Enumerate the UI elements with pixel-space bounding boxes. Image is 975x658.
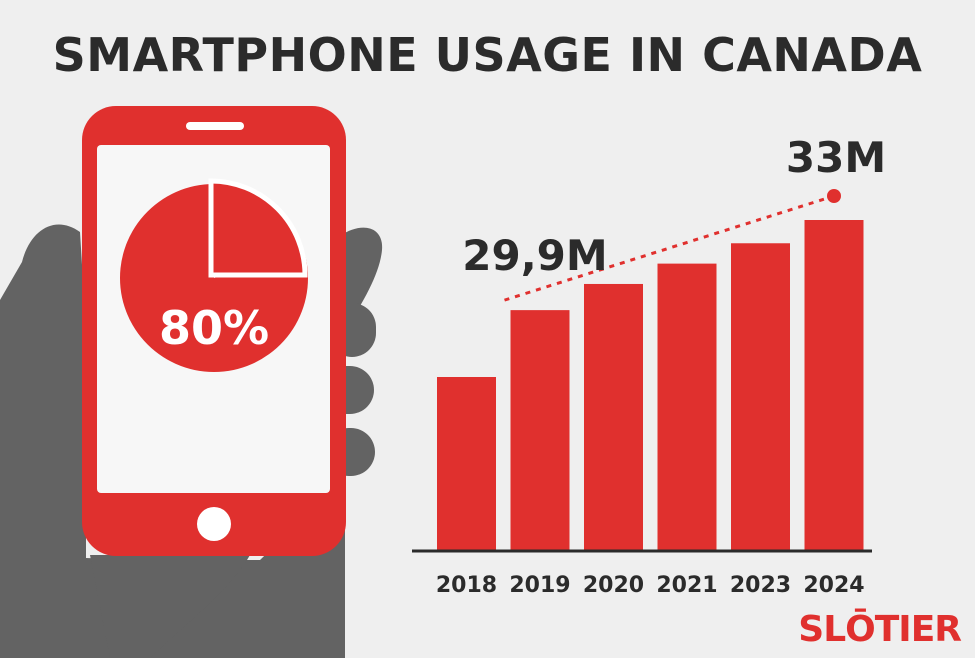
brand-logo: SLŌTIER bbox=[798, 609, 962, 650]
percent-pie bbox=[119, 178, 309, 372]
phone-speaker bbox=[186, 122, 244, 130]
phone-home-button bbox=[197, 507, 231, 541]
percent-label: 80% bbox=[159, 301, 269, 355]
bar-2019 bbox=[510, 310, 570, 550]
bar-2018 bbox=[437, 377, 496, 550]
bar-2021 bbox=[657, 263, 717, 550]
bar-2024 bbox=[804, 220, 864, 550]
bar-2020 bbox=[584, 283, 643, 550]
x-tick-label: 2019 bbox=[509, 573, 570, 598]
pie-slice-remainder bbox=[208, 178, 308, 278]
trend-end-dot bbox=[827, 189, 841, 203]
pie-slice-main bbox=[119, 184, 309, 372]
x-tick-label: 2021 bbox=[656, 573, 717, 598]
end-value-label: 33M bbox=[786, 133, 886, 182]
x-tick-label: 2024 bbox=[803, 573, 864, 598]
bar-2023 bbox=[731, 243, 790, 550]
bar-chart: 2018 2019 2020 2021 2023 2024 bbox=[412, 189, 872, 598]
x-tick-label: 2018 bbox=[436, 573, 497, 598]
start-value-label: 29,9M bbox=[462, 231, 607, 280]
x-tick-label: 2020 bbox=[583, 573, 644, 598]
x-tick-label: 2023 bbox=[730, 573, 791, 598]
trend-line bbox=[504, 194, 835, 302]
hand-wrist bbox=[90, 555, 250, 658]
chart-title: SMARTPHONE USAGE IN CANADA bbox=[52, 28, 923, 82]
